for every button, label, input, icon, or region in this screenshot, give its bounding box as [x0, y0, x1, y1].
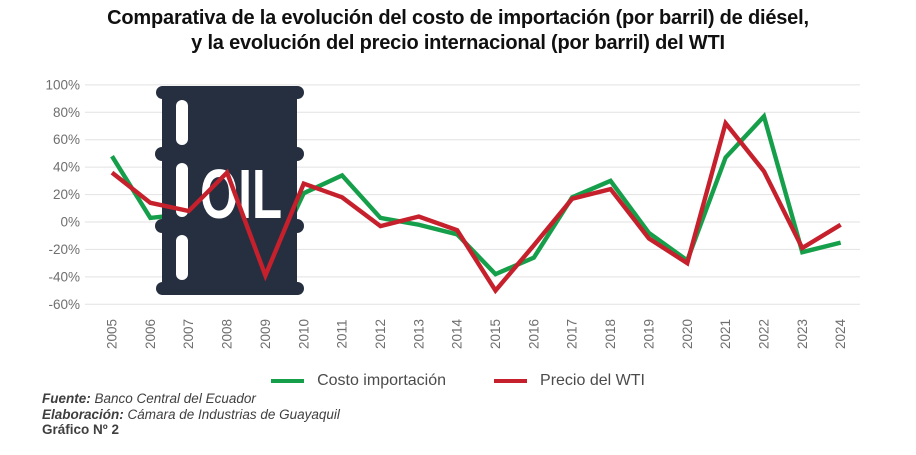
x-tick-label: 2014: [450, 318, 465, 349]
y-tick-label: 20%: [53, 187, 80, 202]
source-line: Fuente: Banco Central del Ecuador: [42, 391, 340, 407]
source-text: Banco Central del Ecuador: [90, 391, 256, 406]
x-tick-label: 2013: [411, 319, 426, 349]
elaboration-label: Elaboración:: [42, 406, 124, 422]
y-tick-label: 80%: [53, 105, 80, 120]
chart-title: Comparativa de la evolución del costo de…: [0, 6, 916, 56]
x-tick-label: 2018: [603, 319, 618, 349]
x-tick-label: 2016: [526, 319, 541, 349]
x-tick-label: 2020: [680, 319, 695, 349]
legend-label-precio-wti: Precio del WTI: [540, 372, 645, 389]
chart-legend: Costo importación Precio del WTI: [0, 372, 916, 390]
source-label: Fuente:: [42, 391, 91, 406]
x-tick-label: 2015: [488, 319, 503, 349]
legend-item-precio-wti: Precio del WTI: [494, 372, 645, 390]
x-tick-label: 2008: [220, 319, 235, 349]
chart-title-line1: Comparativa de la evolución del costo de…: [107, 7, 809, 29]
x-tick-label: 2005: [105, 319, 120, 349]
x-tick-label: 2017: [565, 319, 580, 349]
x-tick-label: 2009: [258, 319, 273, 349]
x-tick-label: 2021: [718, 319, 733, 349]
legend-label-costo-importacion: Costo importación: [317, 372, 447, 389]
figure-number: Gráfico Nº 2: [42, 422, 119, 437]
x-tick-label: 2011: [335, 319, 350, 348]
y-tick-label: 60%: [53, 132, 80, 147]
elaboration-line: Elaboración: Cámara de Industrias de Gua…: [42, 407, 340, 423]
oil-barrel-icon: OIL: [155, 86, 304, 295]
chart-footer: Fuente: Banco Central del Ecuador Elabor…: [42, 391, 340, 438]
x-tick-label: 2012: [373, 319, 388, 349]
x-tick-label: 2006: [143, 319, 158, 349]
x-tick-label: 2023: [795, 319, 810, 349]
precio-wti-swatch-icon: [494, 379, 528, 383]
y-tick-label: 40%: [53, 160, 80, 175]
legend-item-costo-importacion: Costo importación: [271, 372, 446, 390]
x-tick-label: 2007: [181, 319, 196, 349]
y-tick-label: -20%: [48, 242, 80, 257]
precio-del-wti-line: [110, 118, 842, 295]
y-tick-label: -60%: [48, 297, 80, 312]
elaboration-text: Cámara de Industrias de Guayaquil: [123, 406, 340, 422]
oil-barrel-label: OIL: [200, 155, 282, 233]
x-tick-label: 2010: [296, 319, 311, 349]
y-tick-label: 0%: [60, 215, 80, 230]
y-tick-label: 100%: [45, 77, 80, 92]
x-tick-label: 2022: [756, 319, 771, 349]
x-tick-label: 2019: [641, 319, 656, 349]
y-tick-label: -40%: [48, 269, 80, 284]
x-tick-label: 2024: [833, 318, 848, 349]
costo-importacion-swatch-icon: [271, 379, 305, 383]
chart-title-line2: y la evolución del precio internacional …: [191, 32, 725, 54]
